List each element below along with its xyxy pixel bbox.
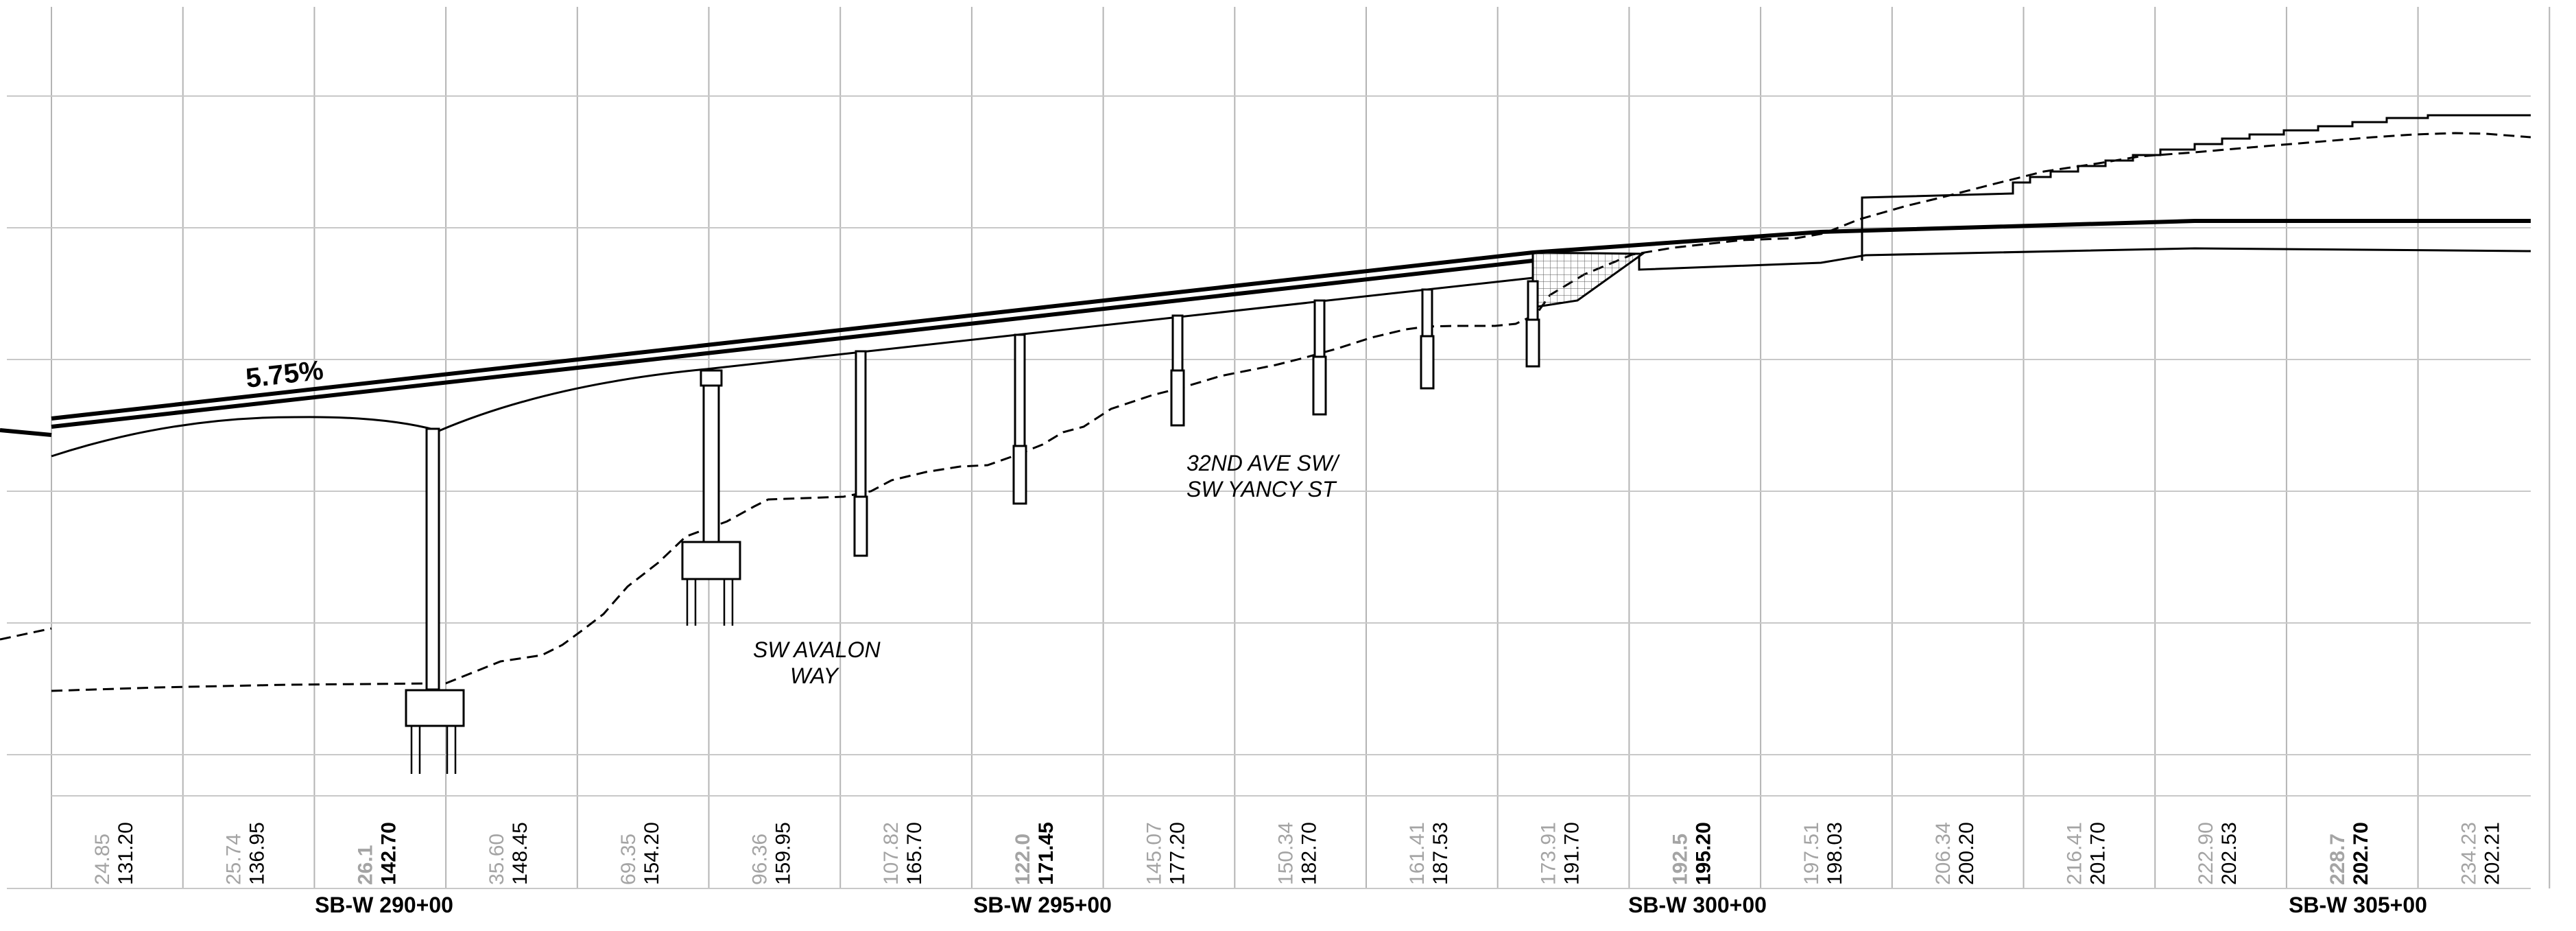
grade-elevation-value: 206.34: [1932, 822, 1955, 885]
grade-elevation-value: 150.34: [1274, 822, 1297, 885]
station-label-295: SB-W 295+00: [973, 893, 1112, 917]
profile-elevation-value: 142.70: [377, 822, 400, 885]
grade-elevation-value: 173.91: [1538, 822, 1560, 885]
grade-elevation-value: 35.60: [486, 834, 508, 885]
grid: [7, 7, 2551, 889]
grade-elevation-value: 69.35: [617, 834, 640, 885]
grade-elevation-value: 26.1: [354, 845, 377, 885]
profile-elevation-value: 187.53: [1429, 822, 1452, 885]
yancy-label-line2: SW YANCY ST: [1186, 477, 1337, 502]
profile-elevation-value: 148.45: [509, 822, 532, 885]
profile-elevation-value: 195.20: [1692, 822, 1715, 885]
grade-elevation-value: 25.74: [223, 834, 246, 885]
approach-soffit: [1638, 247, 2531, 271]
retaining-wall-top: [1861, 114, 2531, 261]
grade-elevation-value: 107.82: [880, 822, 903, 885]
girder-soffit: [51, 276, 1534, 458]
profile-elevation-value: 191.70: [1561, 822, 1584, 885]
profile-elevation-value: 202.53: [2218, 822, 2241, 885]
grade-elevation-value: 228.7: [2326, 834, 2349, 885]
existing-ground-line: [51, 132, 2531, 692]
yancy-label-line1: 32ND AVE SW/: [1186, 451, 1340, 475]
station-label-300: SB-W 300+00: [1628, 893, 1767, 917]
pier-2: [681, 369, 741, 626]
station-label-290: SB-W 290+00: [315, 893, 453, 917]
pier-4: [1012, 333, 1027, 505]
avalon-way-label-line2: WAY: [790, 663, 840, 688]
grade-elevation-value: 197.51: [1800, 822, 1823, 885]
grade-elevation-value: 161.41: [1406, 822, 1429, 885]
existing-ground-left: [0, 627, 52, 641]
grade-elevation-value: 216.41: [2064, 822, 2086, 885]
profile-elevation-value: 136.95: [246, 822, 269, 885]
profile-elevation-value: 165.70: [903, 822, 926, 885]
pier-8: [1525, 280, 1540, 368]
grade-elevation-value: 145.07: [1143, 822, 1166, 885]
profile-elevation-value: 198.03: [1824, 822, 1846, 885]
profile-elevation-value: 171.45: [1035, 822, 1058, 885]
pier-7: [1420, 288, 1435, 390]
profile-elevation-value: 131.20: [115, 822, 137, 885]
profile-elevation-value: 177.20: [1167, 822, 1189, 885]
grade-elevation-value: 24.85: [91, 834, 114, 885]
elevation-table: 24.85 131.20 25.74 136.95 26.1 142.70 35.60 148…: [91, 822, 2504, 885]
pier-5: [1170, 314, 1185, 427]
station-label-305: SB-W 305+00: [2289, 893, 2427, 917]
pier-6: [1312, 299, 1327, 416]
grade-elevation-value: 222.90: [2195, 822, 2217, 885]
abutment-hatch: [1531, 251, 1646, 309]
pier-3: [853, 350, 868, 557]
grade-elevation-value: 234.23: [2458, 822, 2481, 885]
profile-elevation-value: 202.21: [2481, 822, 2504, 885]
grade-elevation-value: 96.36: [749, 834, 772, 885]
profile-elevation-value: 159.95: [772, 822, 795, 885]
profile-elevation-value: 202.70: [2350, 822, 2372, 885]
profile-elevation-value: 154.20: [641, 822, 663, 885]
deck-left-stub: [0, 428, 52, 437]
pier-1: [405, 427, 465, 774]
profile-elevation-value: 200.20: [1955, 822, 1978, 885]
deck-bottom-edge: [51, 259, 1534, 429]
avalon-way-label-line1: SW AVALON: [753, 637, 881, 662]
deck-top-line: [51, 219, 2531, 421]
profile-elevation-value: 182.70: [1298, 822, 1320, 885]
grade-elevation-value: 192.5: [1669, 834, 1691, 885]
profile-elevation-value: 201.70: [2087, 822, 2110, 885]
grade-elevation-value: 122.0: [1012, 834, 1034, 885]
